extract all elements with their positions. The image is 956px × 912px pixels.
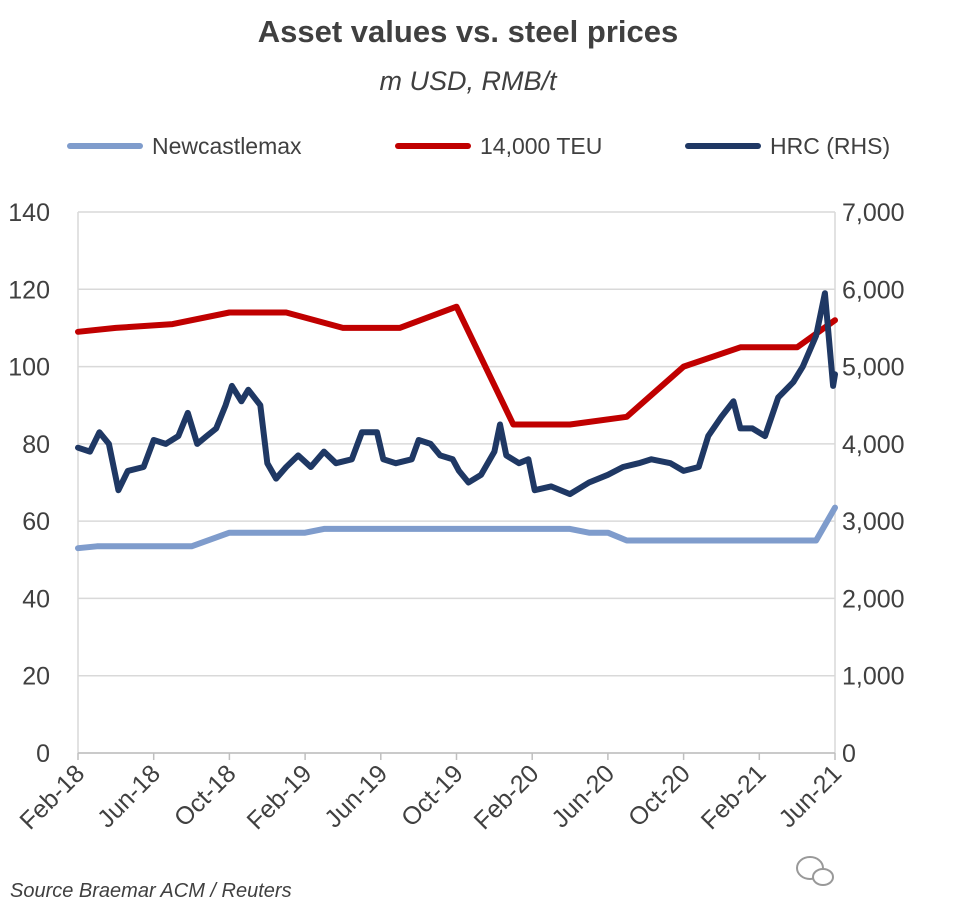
series-line-14-000-teu	[75, 303, 838, 428]
x-tick-label: Jun-18	[92, 759, 166, 833]
x-tick-label: Oct-18	[169, 759, 242, 832]
y-right-tick-label: 1,000	[842, 663, 905, 691]
y-left-tick-label: 80	[22, 431, 50, 459]
series-line-hrc-rhs-	[75, 290, 838, 498]
y-right-tick-label: 0	[842, 740, 856, 768]
x-tick-label: Feb-18	[14, 759, 90, 835]
y-left-tick-label: 60	[22, 508, 50, 536]
x-tick-label: Feb-21	[696, 759, 772, 835]
legend-label: Newcastlemax	[152, 133, 302, 159]
y-right-tick-label: 3,000	[842, 508, 905, 536]
wechat-icon	[812, 868, 834, 886]
x-tick-label: Jun-20	[546, 759, 620, 833]
y-right-tick-label: 5,000	[842, 354, 905, 382]
x-tick-label: Jun-19	[319, 759, 393, 833]
y-right-tick-label: 6,000	[842, 276, 905, 304]
legend-label: HRC (RHS)	[770, 133, 890, 159]
x-tick-label: Oct-19	[396, 759, 469, 832]
chart-title: Asset values vs. steel prices	[257, 14, 679, 49]
y-left-tick-label: 100	[8, 354, 50, 382]
y-right-tick-label: 4,000	[842, 431, 905, 459]
x-tick-label: Feb-20	[469, 759, 545, 835]
x-tick-label: Feb-19	[242, 759, 318, 835]
y-left-tick-label: 40	[22, 585, 50, 613]
x-tick-label: Oct-20	[623, 759, 696, 832]
y-left-tick-label: 140	[8, 199, 50, 227]
y-left-tick-label: 0	[36, 740, 50, 768]
chart-subtitle: m USD, RMB/t	[379, 66, 557, 96]
y-right-tick-label: 7,000	[842, 199, 905, 227]
x-tick-label: Jun-21	[773, 759, 847, 833]
source-note: Source Braemar ACM / Reuters	[10, 880, 292, 902]
y-left-tick-label: 20	[22, 663, 50, 691]
y-left-tick-label: 120	[8, 276, 50, 304]
legend-label: 14,000 TEU	[480, 133, 602, 159]
watermark-logo-icon	[796, 856, 834, 886]
series-line-newcastlemax	[75, 504, 838, 552]
y-right-tick-label: 2,000	[842, 585, 905, 613]
